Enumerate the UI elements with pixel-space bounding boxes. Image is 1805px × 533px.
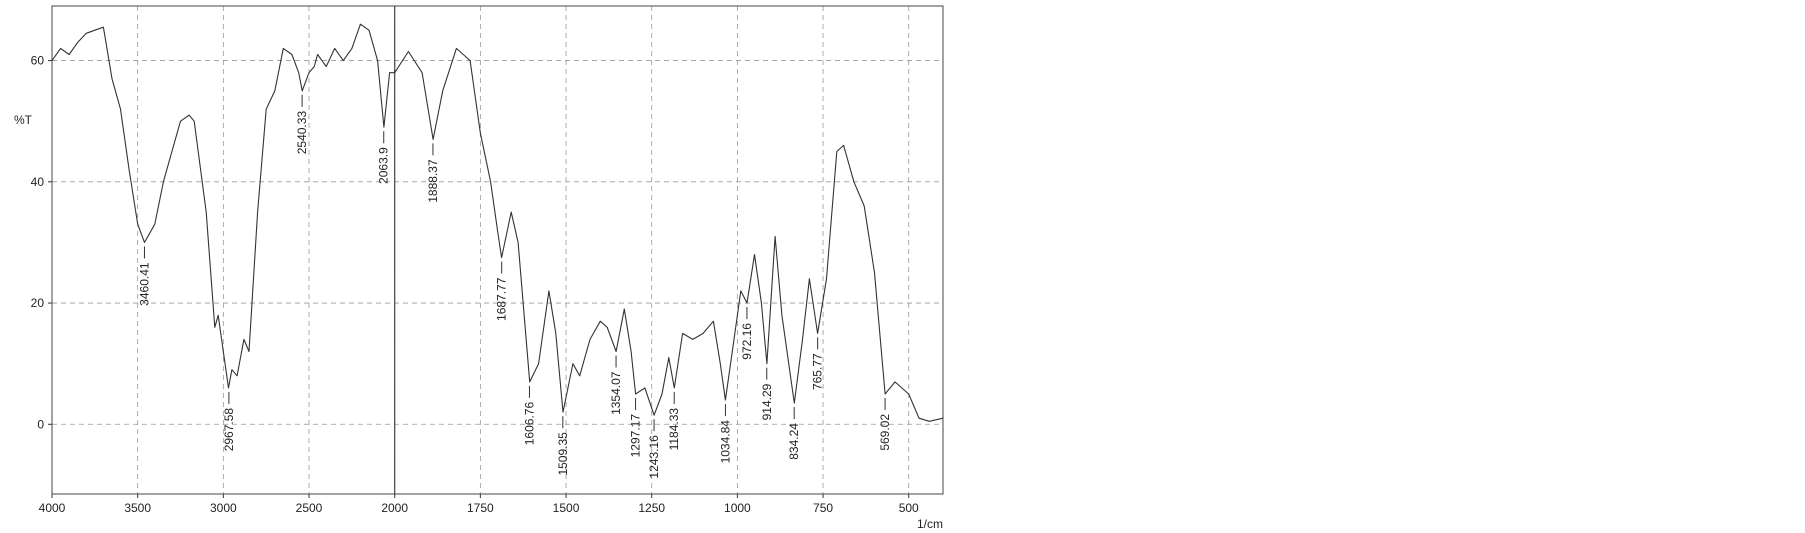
peak-label: 3460.41 <box>137 262 151 306</box>
peak-label: 972.16 <box>740 323 754 360</box>
peak-label: 2540.33 <box>295 111 309 155</box>
y-tick-label: 60 <box>31 54 45 68</box>
x-tick-label: 1500 <box>553 501 580 515</box>
y-tick-label: 40 <box>31 175 45 189</box>
y-tick-label: 0 <box>37 417 44 431</box>
x-tick-label: 500 <box>899 501 919 515</box>
peak-label: 1509.35 <box>556 432 570 476</box>
peak-label: 914.29 <box>760 383 774 420</box>
x-axis-label: 1/cm <box>917 517 943 531</box>
peak-label: 765.77 <box>811 353 825 390</box>
peak-label: 1606.76 <box>522 402 536 446</box>
peak-label: 1354.07 <box>609 371 623 415</box>
peak-label: 1687.77 <box>495 277 509 321</box>
x-tick-label: 2500 <box>296 501 323 515</box>
peak-label: 569.02 <box>878 414 892 451</box>
x-tick-label: 1750 <box>467 501 494 515</box>
x-tick-label: 3500 <box>124 501 151 515</box>
y-axis-label: %T <box>14 113 33 127</box>
x-tick-label: 3000 <box>210 501 237 515</box>
x-tick-label: 4000 <box>39 501 66 515</box>
peak-label: 1888.37 <box>426 159 440 203</box>
y-tick-label: 20 <box>31 296 45 310</box>
peak-label: 1034.84 <box>718 420 732 464</box>
peak-label: 1184.33 <box>667 408 681 451</box>
peak-label: 1243.16 <box>647 435 661 479</box>
x-tick-label: 1250 <box>638 501 665 515</box>
peak-label: 2063.9 <box>377 147 391 184</box>
spectrum-line <box>51 23 944 422</box>
peak-label: 2967.58 <box>222 408 236 452</box>
x-tick-label: 2000 <box>381 501 408 515</box>
peak-label: 834.24 <box>787 423 801 460</box>
plot-frame <box>51 5 944 495</box>
x-tick-label: 1000 <box>724 501 751 515</box>
peak-label: 1297.17 <box>629 414 643 458</box>
x-tick-label: 750 <box>813 501 833 515</box>
